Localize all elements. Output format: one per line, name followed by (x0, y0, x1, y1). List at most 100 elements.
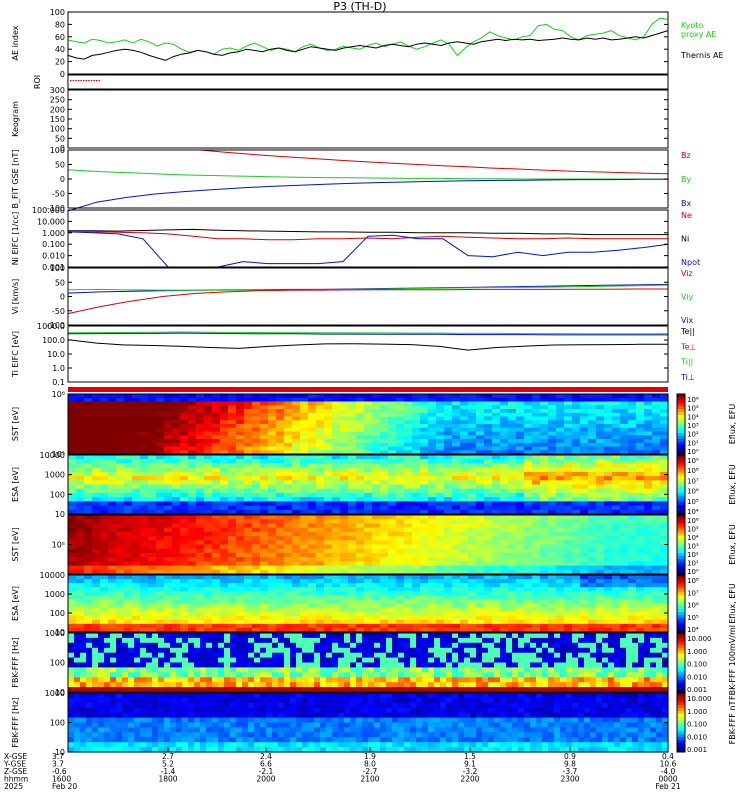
fbk_e-cell (86, 633, 93, 639)
esa_e-cell (540, 492, 549, 498)
sst_e-cell (284, 439, 293, 444)
esa_i-cell (196, 579, 205, 584)
esa_e-cell (332, 497, 341, 502)
sst_i-cell (468, 515, 477, 520)
esa_i-cell (612, 611, 621, 617)
sst_i-cell (444, 561, 453, 567)
esa_i-cell (252, 627, 261, 633)
esa_e-cell (500, 497, 509, 502)
sst_i-cell (412, 565, 421, 571)
esa_i-cell (460, 595, 469, 601)
sst_i-cell (268, 569, 277, 575)
esa_i-cell (444, 599, 453, 605)
esa_i-cell (548, 583, 557, 588)
sst_i-cell (364, 540, 373, 546)
esa_e-cell (308, 497, 317, 502)
sst_i-cell (340, 519, 349, 524)
sst_i-cell (380, 565, 389, 571)
sst_i-cell (276, 519, 285, 524)
sst_i-cell (236, 523, 245, 529)
fbk_e-cell (368, 642, 375, 649)
sst_e-cell (588, 424, 597, 429)
esa_e-cell (92, 505, 101, 511)
sst_i-cell (92, 544, 101, 550)
sst_e-cell (492, 450, 501, 455)
esa_e-cell (316, 455, 325, 460)
esa_e-cell (452, 501, 461, 507)
esa_e-cell (148, 467, 157, 473)
sst_e-cell (188, 397, 197, 403)
fbk_e-cell (248, 662, 255, 668)
sst_i-cell (604, 515, 613, 520)
esa_i-cell (356, 607, 365, 613)
sst_e-cell (348, 431, 357, 436)
esa_i-cell (220, 587, 229, 592)
sst_e-cell (636, 409, 645, 414)
fbk_e-cell (254, 657, 261, 664)
fbk_e-cell (86, 682, 93, 688)
sst_e-cell (316, 412, 325, 418)
esa_i-cell (68, 587, 77, 592)
esa_i-cell (132, 587, 141, 592)
esa_i-cell (300, 587, 309, 592)
esa_i-cell (356, 579, 365, 584)
esa_i-cell (292, 603, 301, 609)
sst_i-cell (500, 569, 509, 575)
esa_e-cell (100, 467, 109, 473)
esa_i-cell (404, 579, 413, 584)
esa_i-cell (140, 575, 149, 580)
esa_i-cell (428, 619, 437, 625)
fbk_e-cell (176, 672, 183, 678)
sst_e-cell (412, 450, 421, 455)
sst_i-cell (236, 527, 245, 533)
sst_e-cell (476, 439, 485, 444)
esa_e-cell (476, 467, 485, 473)
esa_i-cell (204, 583, 213, 588)
fbk_e-cell (200, 687, 207, 693)
esa_i-cell (636, 607, 645, 613)
esa_i-cell (268, 599, 277, 605)
esa_e-cell (180, 497, 189, 502)
sst_e-cell (292, 416, 301, 421)
sst_e-cell (284, 424, 293, 429)
esa_i-cell (524, 579, 533, 584)
sst_i-cell (84, 515, 93, 520)
sst_i-cell (316, 557, 325, 562)
esa_e-cell (644, 463, 653, 469)
esa_e-cell (108, 505, 117, 511)
esa_i-cell (108, 623, 117, 629)
fbk_e-cell (92, 657, 99, 664)
esa_e-cell (484, 501, 493, 507)
esa_e-cell (276, 492, 285, 498)
sst_i-cell (228, 565, 237, 571)
esa_i-cell (476, 579, 485, 584)
esa_i-cell (564, 591, 573, 596)
fbk_e-cell (98, 662, 105, 668)
sst_e-cell (460, 394, 469, 399)
sst_e-cell (612, 405, 621, 410)
sst_e-cell (164, 397, 173, 403)
sst_e-cell (564, 442, 573, 448)
esa_i-cell (316, 583, 325, 588)
esa_e-cell (420, 463, 429, 469)
fbk_e-cell (344, 662, 351, 668)
esa_e-cell (660, 463, 669, 469)
esa_e-cell (540, 480, 549, 486)
fbk_e-cell (80, 652, 87, 659)
esa_e-cell (236, 459, 245, 464)
esa_e-cell (108, 509, 117, 515)
sst_e-cell (260, 431, 269, 436)
sst_i-cell (260, 515, 269, 520)
esa_e-cell (260, 484, 269, 490)
sst_e-cell (268, 401, 277, 406)
sst_e-cell (100, 397, 109, 403)
esa_e-cell (524, 480, 533, 486)
fbk_e-cell (224, 633, 231, 639)
fbk_e-cell (338, 677, 345, 683)
sst_e-cell (148, 405, 157, 410)
sst_i-cell (556, 548, 565, 554)
esa_e-cell (100, 471, 109, 477)
fbk_e-cell (116, 637, 123, 644)
sst_i-cell (76, 548, 85, 554)
sst_e-cell (340, 409, 349, 414)
